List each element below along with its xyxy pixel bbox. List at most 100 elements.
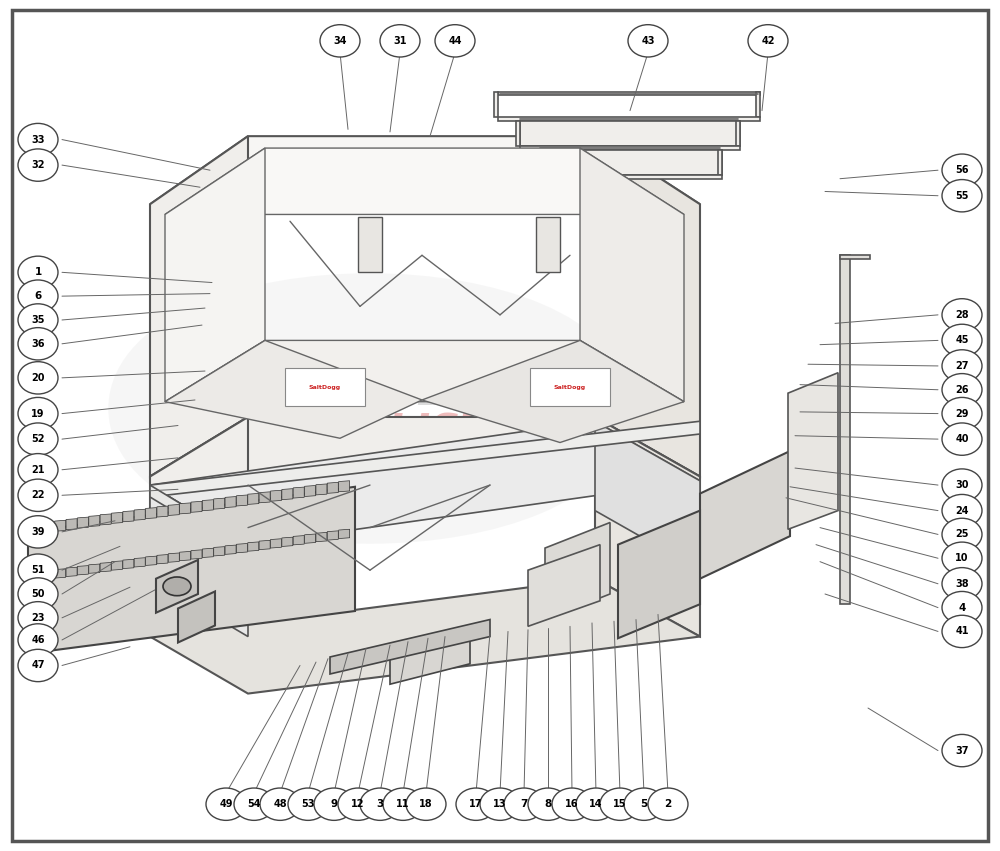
Text: 7: 7 (520, 799, 528, 809)
Text: 50: 50 (31, 589, 45, 599)
Ellipse shape (314, 788, 354, 820)
Text: 51: 51 (31, 565, 45, 575)
Polygon shape (77, 566, 88, 575)
Polygon shape (305, 485, 316, 496)
Polygon shape (293, 535, 304, 545)
Polygon shape (168, 553, 179, 563)
Polygon shape (66, 519, 77, 529)
Ellipse shape (380, 25, 420, 57)
Polygon shape (327, 483, 338, 494)
Polygon shape (43, 522, 54, 533)
Ellipse shape (942, 494, 982, 527)
Polygon shape (214, 546, 225, 556)
Text: 26: 26 (955, 385, 969, 395)
Ellipse shape (18, 123, 58, 156)
Polygon shape (150, 136, 248, 477)
Ellipse shape (18, 423, 58, 455)
Text: SaltDogg: SaltDogg (309, 385, 341, 390)
Ellipse shape (18, 149, 58, 181)
Polygon shape (89, 564, 100, 574)
Polygon shape (111, 512, 122, 523)
Text: 46: 46 (31, 635, 45, 645)
Ellipse shape (942, 397, 982, 430)
Polygon shape (55, 568, 66, 578)
Polygon shape (538, 175, 722, 179)
Polygon shape (150, 421, 700, 497)
Ellipse shape (18, 328, 58, 360)
Text: 20: 20 (31, 373, 45, 383)
Ellipse shape (942, 734, 982, 767)
Polygon shape (520, 121, 740, 146)
FancyBboxPatch shape (285, 368, 365, 406)
Polygon shape (66, 567, 77, 576)
Polygon shape (248, 494, 259, 505)
Ellipse shape (942, 374, 982, 406)
Polygon shape (225, 545, 236, 554)
Polygon shape (422, 340, 684, 443)
Polygon shape (788, 373, 838, 529)
Ellipse shape (942, 469, 982, 501)
Text: 34: 34 (333, 36, 347, 46)
Polygon shape (55, 520, 66, 531)
Polygon shape (100, 563, 111, 572)
Text: 41: 41 (955, 626, 969, 637)
Text: SPECIALISTS: SPECIALISTS (221, 411, 519, 454)
Ellipse shape (942, 154, 982, 186)
Polygon shape (293, 487, 304, 498)
Ellipse shape (456, 788, 496, 820)
Polygon shape (756, 92, 760, 117)
Ellipse shape (435, 25, 475, 57)
Polygon shape (165, 340, 422, 438)
Ellipse shape (942, 591, 982, 624)
Text: 30: 30 (955, 480, 969, 490)
Polygon shape (595, 417, 700, 637)
Polygon shape (191, 501, 202, 512)
Text: 55: 55 (955, 191, 969, 201)
Polygon shape (595, 421, 700, 570)
Polygon shape (168, 505, 179, 516)
Text: 42: 42 (761, 36, 775, 46)
Text: 45: 45 (955, 335, 969, 346)
Ellipse shape (942, 180, 982, 212)
Text: 35: 35 (31, 315, 45, 325)
Polygon shape (840, 255, 850, 604)
Text: 44: 44 (448, 36, 462, 46)
FancyBboxPatch shape (358, 217, 382, 272)
Polygon shape (528, 545, 600, 626)
Polygon shape (259, 540, 270, 550)
Polygon shape (700, 451, 790, 579)
Text: 17: 17 (469, 799, 483, 809)
Polygon shape (165, 340, 684, 402)
Text: 24: 24 (955, 505, 969, 516)
Ellipse shape (18, 578, 58, 610)
Text: 22: 22 (31, 490, 45, 500)
Polygon shape (146, 507, 157, 518)
Polygon shape (498, 117, 760, 121)
Text: 11: 11 (396, 799, 410, 809)
Polygon shape (840, 255, 870, 259)
Text: 14: 14 (589, 799, 603, 809)
Polygon shape (202, 548, 213, 557)
Text: 3: 3 (376, 799, 384, 809)
Polygon shape (248, 542, 259, 551)
Polygon shape (545, 523, 610, 620)
Polygon shape (111, 561, 122, 570)
Polygon shape (180, 551, 191, 561)
Ellipse shape (648, 788, 688, 820)
Polygon shape (150, 485, 248, 637)
Ellipse shape (942, 518, 982, 551)
Ellipse shape (942, 324, 982, 357)
Text: 21: 21 (31, 465, 45, 475)
Polygon shape (718, 150, 722, 175)
Polygon shape (191, 550, 202, 559)
Ellipse shape (18, 362, 58, 394)
Text: 4: 4 (958, 603, 966, 613)
Text: 32: 32 (31, 160, 45, 170)
Polygon shape (534, 150, 538, 175)
Polygon shape (123, 511, 134, 522)
Ellipse shape (942, 568, 982, 600)
Polygon shape (146, 557, 157, 565)
Ellipse shape (576, 788, 616, 820)
Text: 48: 48 (273, 799, 287, 809)
Text: 16: 16 (565, 799, 579, 809)
